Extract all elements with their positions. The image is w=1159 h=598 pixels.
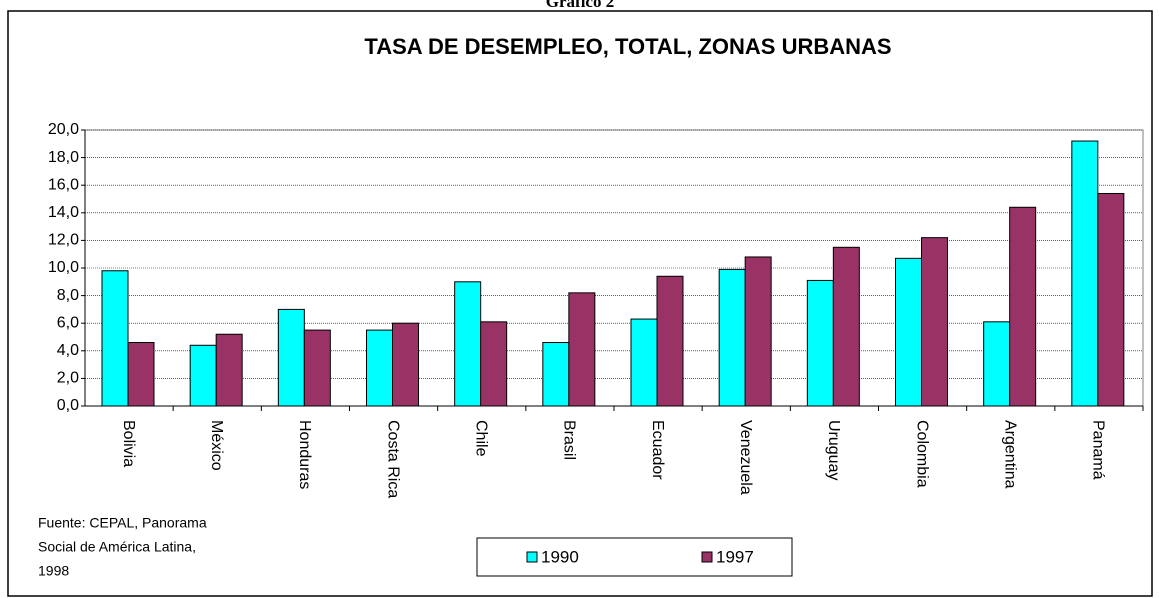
legend-label: 1990 — [541, 547, 579, 566]
bar — [895, 257, 922, 407]
legend-box — [476, 537, 793, 577]
bar — [921, 237, 948, 407]
x-tick-label: Argentina — [1001, 420, 1018, 489]
x-tick-label: Colombia — [913, 420, 930, 488]
x-tick-label: Bolivia — [120, 420, 137, 467]
bar — [101, 270, 129, 407]
caption: Gráfico 2 — [546, 0, 614, 11]
source-note: Fuente: CEPAL, Panorama — [38, 515, 207, 531]
x-tick-label: Ecuador — [649, 420, 666, 480]
y-tick-label: 20,0 — [48, 121, 79, 138]
bar — [832, 246, 860, 407]
bar — [744, 256, 772, 407]
bar — [303, 329, 331, 407]
bar — [189, 344, 217, 407]
legend-swatch — [701, 551, 713, 563]
y-tick-label: 4,0 — [57, 342, 79, 359]
bar — [277, 308, 305, 407]
x-tick-label: Panamá — [1090, 420, 1107, 480]
bar — [542, 342, 570, 407]
bar — [983, 321, 1011, 407]
bar — [215, 333, 243, 407]
x-tick-label: Honduras — [296, 420, 313, 489]
bar — [1009, 206, 1037, 407]
bar — [1097, 192, 1125, 407]
y-tick-label: 18,0 — [48, 149, 79, 166]
x-tick-label: México — [208, 420, 225, 471]
bar — [718, 268, 746, 407]
y-tick-label: 10,0 — [48, 259, 79, 276]
y-tick-label: 14,0 — [48, 204, 79, 221]
y-tick-label: 8,0 — [57, 287, 79, 304]
chart-title: TASA DE DESEMPLEO, TOTAL, ZONAS URBANAS — [364, 34, 891, 59]
x-tick-label: Brasil — [561, 420, 578, 460]
bar — [568, 292, 596, 407]
bar — [127, 342, 155, 407]
x-tick-label: Costa Rica — [384, 420, 401, 498]
source-note: 1998 — [38, 563, 69, 579]
bar — [480, 321, 508, 407]
x-tick-label: Uruguay — [825, 420, 842, 480]
y-tick-label: 12,0 — [48, 232, 79, 249]
y-tick-label: 0,0 — [57, 397, 79, 414]
x-tick-label: Venezuela — [737, 420, 754, 495]
legend-swatch — [526, 551, 538, 563]
x-tick-label: Chile — [472, 420, 489, 457]
bar — [1071, 140, 1099, 407]
y-tick-label: 16,0 — [48, 176, 79, 193]
bar — [630, 318, 658, 407]
bar — [392, 322, 419, 407]
bar — [806, 279, 834, 407]
source-note: Social de América Latina, — [38, 539, 196, 555]
y-tick-label: 6,0 — [57, 314, 79, 331]
legend-label: 1997 — [716, 547, 754, 566]
bar — [366, 329, 393, 407]
bar — [656, 275, 684, 407]
y-tick-label: 2,0 — [57, 370, 79, 387]
bar — [454, 281, 482, 407]
